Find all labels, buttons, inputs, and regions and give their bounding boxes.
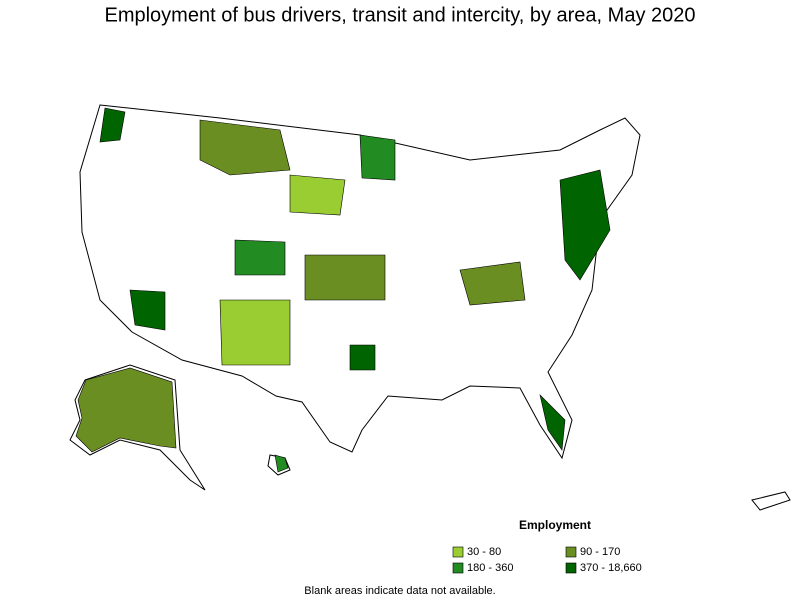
area-patch (289, 174, 346, 216)
legend-swatch (452, 562, 464, 574)
legend-label: 90 - 170 (580, 546, 620, 558)
legend-label: 180 - 360 (467, 562, 513, 574)
note: Blank areas indicate data not available. (304, 585, 495, 597)
area-patch (234, 239, 286, 276)
legend-swatch (565, 562, 577, 574)
area-patch (539, 394, 566, 451)
area-patch (349, 344, 376, 371)
legend-swatch (452, 546, 464, 558)
puerto-rico (751, 491, 791, 511)
area-patch (359, 134, 396, 181)
area-patch (274, 454, 289, 473)
legend-title: Employment (519, 518, 591, 532)
area-patch (75, 367, 177, 453)
area-patch (559, 169, 611, 281)
area-patch (304, 254, 386, 301)
legend-label: 30 - 80 (467, 546, 501, 558)
area-patch (199, 119, 291, 176)
map (69, 104, 791, 511)
area-patch (219, 299, 291, 366)
legend-swatch (565, 546, 577, 558)
map-title: Employment of bus drivers, transit and i… (104, 4, 695, 26)
area-patch (99, 107, 126, 143)
area-patch (129, 289, 166, 331)
area-patch (459, 261, 526, 306)
legend: Employment 30 - 80 90 - 170 180 - 360 370 -… (452, 518, 642, 574)
legend-label: 370 - 18,660 (580, 562, 642, 574)
